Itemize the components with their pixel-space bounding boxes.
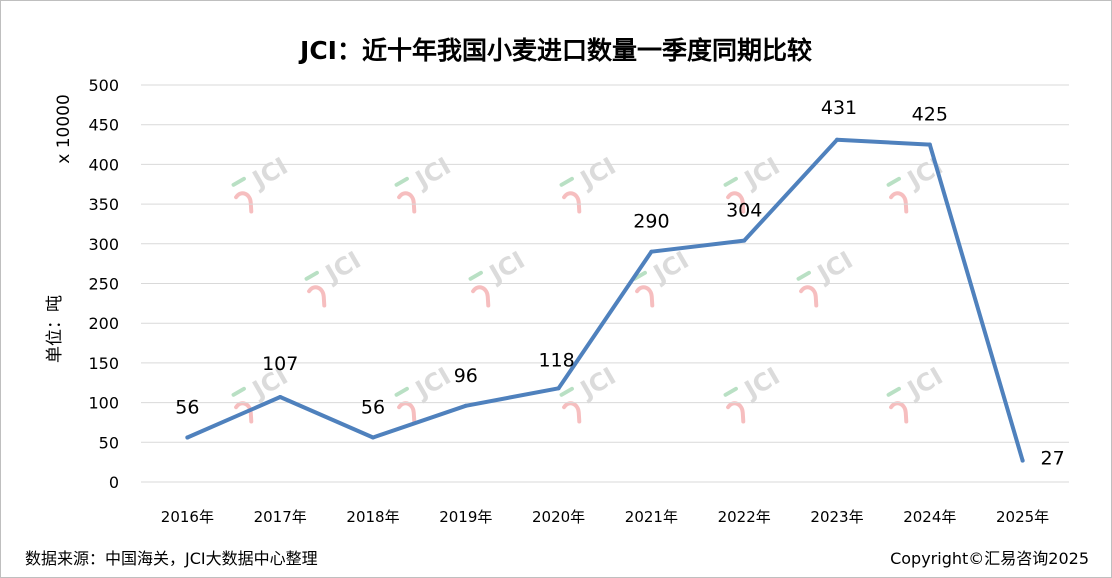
watermark-text: JCI [738,362,784,405]
data-point [371,435,375,440]
data-point [927,142,932,147]
data-point [463,403,468,408]
watermark-text: JCI [811,246,857,289]
y-tick-label: 400 [88,155,119,174]
y-tick-label: 250 [88,275,119,294]
x-tick-label: 2019年 [439,508,492,526]
x-axis-ticks: 2016年 2017年 2018年 2019年 2020年 2021年 2022年 2023年… [161,508,1049,526]
watermark-logo: JCI [394,152,456,214]
copyright-note: Copyright©汇易咨询2025 [890,549,1089,568]
data-label: 304 [726,200,762,222]
watermark-text: JCI [574,362,620,405]
y-tick-label: 100 [88,394,119,413]
watermark-logo: JCI [632,246,694,308]
y-axis-label: 单位：吨 [45,295,65,363]
y-tick-label: 500 [88,76,119,95]
gridlines [141,84,1069,483]
data-labels: 56 107 56 96 118 290 304 431 425 27 [175,97,1064,470]
data-point [185,435,190,440]
x-tick-label: 2022年 [718,508,771,526]
watermark-logo: JCI [394,362,456,424]
y-axis-unit: x 10000 [54,94,74,164]
y-tick-label: 450 [88,116,119,135]
watermark-text: JCI [574,152,620,195]
watermark-logo: JCI [559,152,621,214]
watermark-logo: JCI [886,362,948,424]
source-note: 数据来源：中国海关，JCI大数据中心整理 [25,549,318,568]
watermark-text: JCI [409,152,455,195]
watermark-text: JCI [483,246,529,289]
x-tick-label: 2025年 [996,508,1049,526]
data-point [278,395,283,400]
y-tick-label: 300 [88,235,119,254]
data-point [835,137,839,142]
y-tick-label: 0 [109,473,119,492]
x-tick-label: 2024年 [903,508,956,526]
x-tick-label: 2017年 [254,508,307,526]
y-tick-label: 150 [88,354,119,373]
watermark-text: JCI [738,152,784,195]
series-layer [185,137,1025,463]
data-point [649,249,654,254]
data-point [1020,458,1025,463]
y-tick-label: 350 [88,195,119,214]
watermark-logo: JCI [796,246,858,308]
chart-title: JCI：近十年我国小麦进口数量一季度同期比较 [298,36,812,65]
watermark-text: JCI [901,362,947,405]
data-label: 425 [912,104,948,126]
watermark-logo: JCI [304,246,366,308]
x-tick-label: 2016年 [161,508,214,526]
data-label: 107 [262,353,298,375]
data-label: 56 [361,397,385,419]
y-tick-label: 200 [88,314,119,333]
data-label: 96 [454,365,478,387]
watermark-text: JCI [246,152,292,195]
watermark-logo: JCI [723,362,785,424]
data-label: 27 [1041,448,1065,470]
watermark-logo: JCI [231,152,293,214]
data-label: 118 [538,349,574,371]
x-tick-label: 2020年 [532,508,585,526]
x-tick-label: 2023年 [810,508,863,526]
watermark-text: JCI [409,362,455,405]
watermark-text: JCI [319,246,365,289]
data-point [742,238,747,243]
watermark-logo: JCI [468,246,530,308]
data-label: 431 [821,97,857,119]
data-label: 290 [633,211,669,233]
y-axis-ticks: 0 50 100 150 200 250 300 350 400 450 500 [88,76,119,492]
data-label: 56 [175,397,199,419]
x-tick-label: 2021年 [625,508,678,526]
series-line [185,137,1025,463]
data-point [556,386,561,391]
y-tick-label: 50 [99,433,119,452]
x-tick-label: 2018年 [346,508,399,526]
